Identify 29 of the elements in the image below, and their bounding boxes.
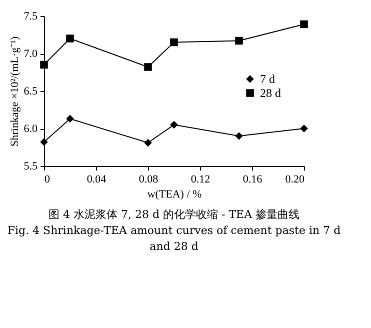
point: [66, 114, 74, 123]
caption: 图 4 水泥浆体 7, 28 d 的化学收缩 - TEA 掺量曲线: [48, 208, 300, 221]
point: [170, 120, 178, 129]
x-tick-label: 0.04: [86, 174, 107, 186]
point: [235, 36, 243, 45]
point: [235, 132, 243, 140]
y-tick-label: 5.5: [24, 160, 38, 172]
x-tick-label: 0: [44, 174, 50, 186]
x-tick-label: 0.08: [138, 174, 159, 186]
x-tick-label: 0.20: [285, 174, 305, 186]
point: [40, 138, 48, 146]
point: [144, 63, 152, 71]
x-tick-label: 0.12: [190, 174, 210, 186]
y-tick-label: 7.5: [24, 10, 38, 22]
point: [300, 124, 308, 132]
legend-label: 7 d: [260, 72, 275, 86]
point: [300, 20, 308, 28]
point: [144, 138, 152, 147]
y-tick-label: 6.5: [24, 86, 38, 98]
point: [66, 34, 74, 42]
point: [40, 60, 48, 69]
x-axis-title: w(TEA) / %: [147, 188, 202, 200]
y-tick-label: 6.0: [24, 123, 38, 135]
y-axis-title: Shrinkage ×10²/(mL·g⁻¹): [8, 36, 21, 146]
y-tick-label: 7.0: [24, 48, 38, 60]
point: [170, 38, 178, 46]
caption: Fig. 4 Shrinkage-TEA amount curves of cement paste in 7 d and 28 d: [7, 224, 341, 253]
x-tick-label: 0.16: [242, 174, 263, 186]
legend-label: 28 d: [260, 86, 281, 100]
